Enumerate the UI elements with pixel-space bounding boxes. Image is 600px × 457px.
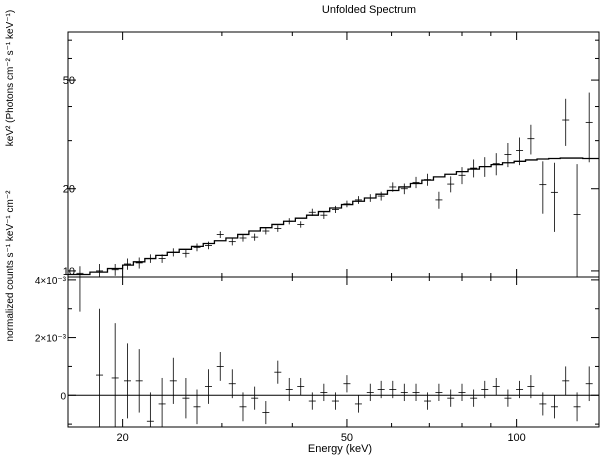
lower-data-point [320,383,328,402]
lower-data-point [123,343,131,419]
lower-data-point [550,395,558,419]
lower-data-point [228,369,236,399]
upper-data-point [204,241,212,250]
x-tick-label: 20 [117,432,129,444]
x-axis-label: Energy (keV) [308,443,372,455]
lower-data-point [111,323,119,427]
lower-data-point [539,392,547,416]
lower-data-point [573,392,581,422]
lower-data-point [527,375,535,399]
upper-y-tick-label: 50 [63,75,75,87]
model-step-line [68,157,599,276]
upper-data-point [539,161,547,214]
lower-data-point [343,375,351,393]
lower-data-point [182,377,190,419]
upper-data-point [400,183,408,195]
upper-data-point [193,243,201,252]
lower-y-axis-label: normalized counts s⁻¹ keV⁻¹ cm⁻² [5,190,16,342]
upper-data-point [274,225,282,232]
upper-data-point [76,266,84,277]
lower-data-point [239,392,247,422]
upper-data-point [470,159,478,178]
upper-data-point [216,231,224,238]
lower-data-point [204,369,212,404]
lower-y-tick-label: 4×10⁻³ [35,276,67,287]
upper-data-point [458,167,466,185]
lower-data-point [76,276,84,312]
lower-data-point [251,386,259,410]
x-tick-label: 50 [341,432,353,444]
upper-y-tick-label: 10 [63,266,75,278]
upper-data-point [239,234,247,242]
lower-data-point [435,383,443,402]
upper-data-point [228,237,236,246]
lower-y-tick-label: 0 [60,391,66,402]
lower-data-point [377,380,385,399]
axes-layer: 20 50 100 10 20 50 0 2×10⁻³ 4×10⁻³ [35,32,599,444]
upper-data-point [182,249,190,258]
upper-data-point [504,143,512,168]
upper-data-point [412,176,420,189]
upper-data-point [262,227,270,235]
upper-panel-plot [68,92,599,277]
lower-data-point [470,389,478,407]
upper-data-point [377,191,385,201]
x-tick-label: 100 [507,432,525,444]
upper-data-point [297,221,305,228]
lower-data-point [158,377,166,427]
lower-data-point [216,352,224,381]
lower-data-point [424,392,432,410]
upper-data-point [251,233,259,241]
lower-data-point [389,380,397,399]
lower-data-point [366,383,374,402]
lower-data-point [585,366,593,402]
upper-data-point [573,164,581,277]
lower-data-point [400,383,408,402]
lower-data-point [135,349,143,413]
upper-data-point [562,98,570,146]
upper-data-point [123,258,131,270]
upper-data-point [354,196,362,204]
upper-y-axis-label: keV² (Photons cm⁻² s⁻¹ keV⁻¹) [5,10,16,146]
lower-data-point [274,360,282,384]
lower-data-point [412,383,420,402]
upper-data-point [96,264,104,277]
lower-data-point [458,383,466,402]
lower-data-point [504,389,512,407]
upper-data-point [435,191,443,209]
lower-data-point [193,389,201,425]
lower-data-point [516,380,524,399]
upper-data-point [447,176,455,193]
upper-data-point [135,257,143,269]
lower-data-point [96,308,104,427]
lower-data-point [354,395,362,413]
lower-data-point [331,392,339,410]
upper-y-tick-label: 20 [63,184,75,196]
lower-data-point [262,401,270,425]
lower-panel-plot [68,276,599,427]
upper-data-point [527,124,535,155]
upper-data-point [331,205,339,213]
lower-data-point [562,366,570,396]
lower-panel-frame [67,276,600,428]
upper-data-point [550,162,558,232]
lower-data-point [285,377,293,402]
lower-data-point [447,389,455,407]
chart-title: Unfolded Spectrum [322,4,416,16]
lower-data-point [297,377,305,396]
lower-data-point [146,392,154,427]
upper-data-point [111,264,119,276]
lower-data-point [492,377,500,396]
lower-data-point [308,392,316,410]
upper-data-point [516,137,524,166]
lower-data-point [481,380,489,399]
upper-data-point [320,211,328,219]
upper-data-point [585,92,593,163]
lower-y-tick-label: 2×10⁻³ [35,334,67,345]
lower-data-point [169,357,177,404]
